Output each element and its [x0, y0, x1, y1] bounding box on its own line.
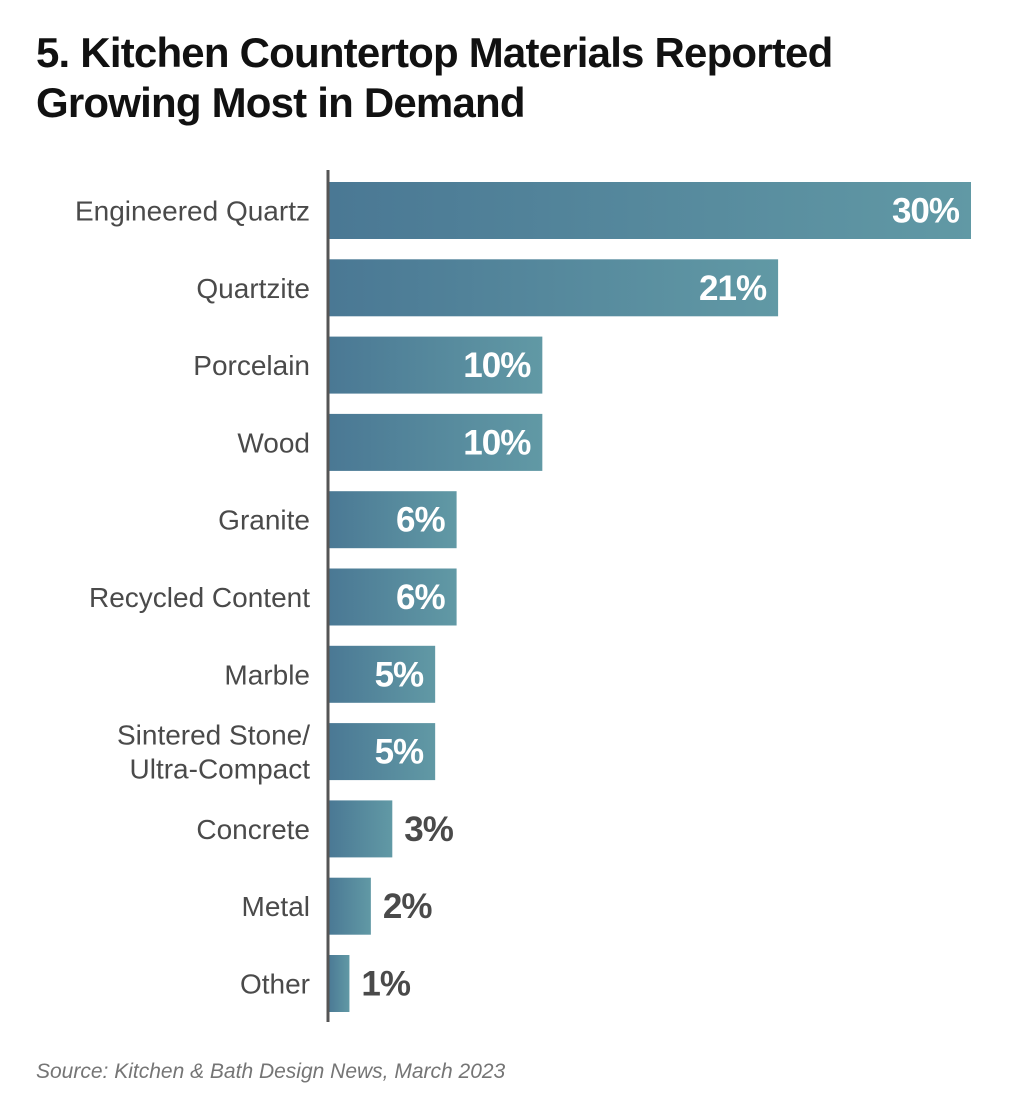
- value-label: 10%: [463, 346, 531, 385]
- category-label: Ultra-Compact: [130, 754, 311, 785]
- bar-recycled-content: [328, 568, 457, 626]
- source-note: Source: Kitchen & Bath Design News, Marc…: [36, 1060, 506, 1083]
- chart-title-line-2: Growing Most in Demand: [36, 79, 526, 126]
- bar-marble: [328, 645, 436, 703]
- category-label: Engineered Quartz: [75, 196, 310, 227]
- value-label: 2%: [383, 887, 432, 926]
- value-label: 6%: [396, 578, 445, 617]
- bar-concrete: [328, 800, 393, 858]
- category-label: Recycled Content: [89, 582, 310, 613]
- category-label: Concrete: [196, 814, 310, 845]
- category-label: Porcelain: [193, 350, 310, 381]
- value-label: 3%: [404, 810, 453, 849]
- value-label: 1%: [361, 965, 410, 1004]
- category-label: Metal: [242, 891, 310, 922]
- category-label: Other: [240, 969, 310, 1000]
- chart-title: 5. Kitchen Countertop Materials Reported…: [36, 28, 986, 128]
- bar-engineered-quartz: [328, 182, 971, 239]
- bar-porcelain: [328, 336, 543, 394]
- bar-wood: [328, 413, 543, 471]
- bar-granite: [328, 491, 457, 549]
- value-label: 5%: [375, 655, 424, 694]
- value-label: 10%: [463, 423, 531, 462]
- chart-title-line-1: 5. Kitchen Countertop Materials Reported: [36, 29, 833, 76]
- bar-quartzite: [328, 259, 779, 317]
- value-label: 21%: [699, 269, 767, 308]
- category-label: Quartzite: [196, 273, 310, 304]
- category-label: Sintered Stone/: [117, 720, 310, 751]
- category-label: Granite: [218, 505, 310, 536]
- value-label: 6%: [396, 501, 445, 540]
- bar-other: [328, 955, 350, 1012]
- category-label: Wood: [237, 427, 310, 458]
- value-label: 30%: [892, 192, 960, 231]
- category-label: Marble: [224, 659, 310, 690]
- bar-sintered-stone-ultra-compact: [328, 723, 436, 781]
- value-label: 5%: [375, 733, 424, 772]
- bar-metal: [328, 877, 371, 935]
